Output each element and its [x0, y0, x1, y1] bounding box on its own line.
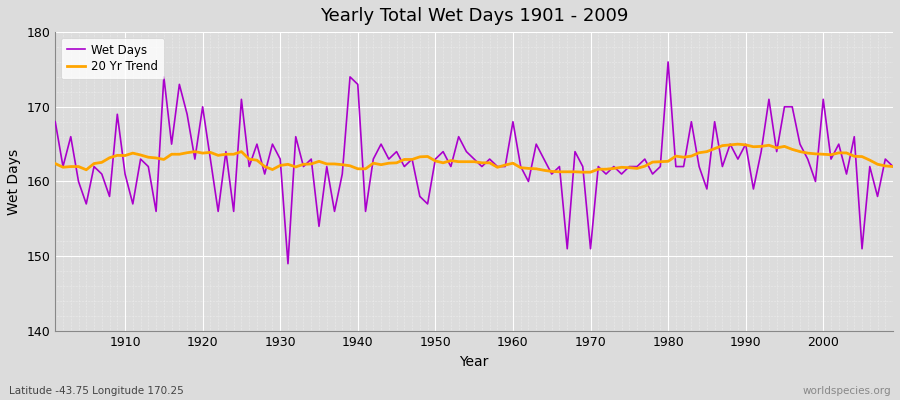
20 Yr Trend	[283, 162, 293, 167]
Y-axis label: Wet Days: Wet Days	[7, 148, 21, 214]
20 Yr Trend	[733, 142, 743, 146]
20 Yr Trend	[329, 162, 340, 166]
20 Yr Trend	[508, 161, 518, 166]
Legend: Wet Days, 20 Yr Trend: Wet Days, 20 Yr Trend	[61, 38, 164, 79]
Wet Days	[283, 261, 293, 266]
Line: 20 Yr Trend: 20 Yr Trend	[55, 144, 893, 172]
Text: Latitude -43.75 Longitude 170.25: Latitude -43.75 Longitude 170.25	[9, 386, 184, 396]
20 Yr Trend	[608, 166, 619, 171]
Wet Days	[887, 164, 898, 169]
20 Yr Trend	[50, 161, 60, 166]
X-axis label: Year: Year	[460, 355, 489, 369]
20 Yr Trend	[112, 153, 122, 158]
Wet Days	[608, 164, 619, 169]
Wet Days	[291, 134, 302, 139]
Wet Days	[50, 119, 60, 124]
20 Yr Trend	[887, 164, 898, 169]
Wet Days	[337, 172, 347, 176]
Title: Yearly Total Wet Days 1901 - 2009: Yearly Total Wet Days 1901 - 2009	[320, 7, 628, 25]
Line: Wet Days: Wet Days	[55, 62, 893, 264]
20 Yr Trend	[578, 170, 589, 174]
20 Yr Trend	[500, 163, 510, 168]
Wet Days	[662, 60, 673, 64]
Wet Days	[508, 119, 518, 124]
Text: worldspecies.org: worldspecies.org	[803, 386, 891, 396]
Wet Days	[112, 112, 122, 117]
Wet Days	[516, 164, 526, 169]
